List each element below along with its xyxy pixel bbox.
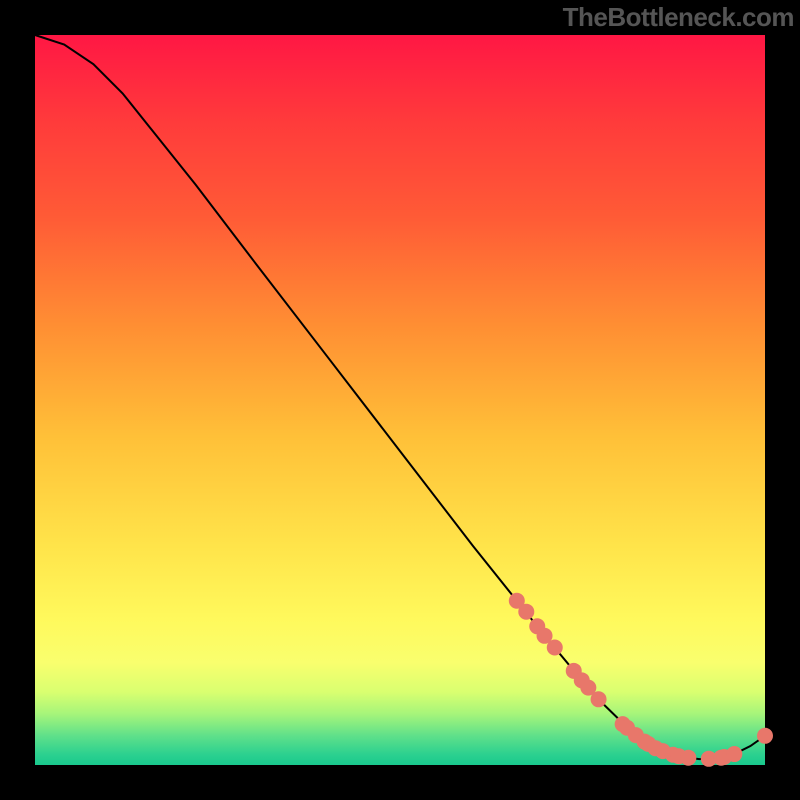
chart-marker: [591, 691, 607, 707]
chart-marker: [680, 750, 696, 766]
chart-container: TheBottleneck.com: [0, 0, 800, 800]
chart-marker: [726, 746, 742, 762]
chart-svg: [0, 0, 800, 800]
plot-background: [35, 35, 765, 765]
chart-marker: [757, 728, 773, 744]
chart-marker: [518, 604, 534, 620]
chart-marker: [547, 639, 563, 655]
watermark-text: TheBottleneck.com: [563, 2, 794, 33]
